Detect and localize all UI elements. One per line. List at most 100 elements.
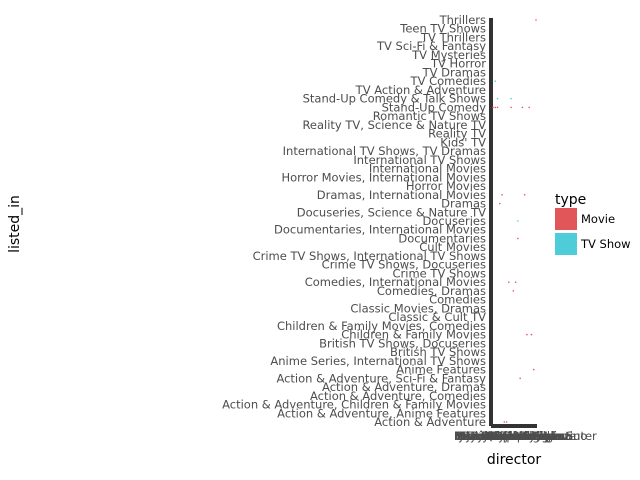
y-tick-label-docuseries-science-nature-tv: Docuseries, Science & Nature TV [297,205,486,219]
y-tick-label-kids-tv: Kids' TV [440,135,486,149]
data-point-movie-16 [496,106,499,109]
y-tick-label-romantic-tv-shows: Romantic TV Shows [373,109,486,123]
y-tick-label-documentaries-international-movies: Documentaries, International Movies [274,223,486,237]
y-tick-label-tv-action-adventure: TV Action & Adventure [355,83,486,97]
y-tick-label-children-family-movies: Children & Family Movies [341,328,486,342]
data-point-movie-14 [532,368,535,371]
y-tick-label-tv-horror: TV Horror [430,57,486,71]
y-tick-label-action-adventure: Action & Adventure [374,415,486,429]
y-tick-label-comedies-international-movies: Comedies, International Movies [305,275,486,289]
y-tick-label-international-tv-shows-tv-dramas: International TV Shows, TV Dramas [283,144,486,158]
y-tick-label-teen-tv-shows: Teen TV Shows [399,22,486,36]
y-tick-label-dramas: Dramas [441,197,486,211]
y-tick-label-tv-thrillers: TV Thrillers [420,30,486,44]
y-tick-label-tv-comedies: TV Comedies [410,74,486,88]
x-tick-label-lance-bangs: Lance Bangs [481,429,554,443]
y-tick-label-classic-cult-tv: Classic & Cult TV [388,310,486,324]
y-tick-label-reality-tv: Reality TV [428,127,486,141]
y-tick-label-crime-tv-shows-docuseries: Crime TV Shows, Docuseries [322,258,486,272]
y-tick-label-british-tv-shows: British TV Shows [390,345,486,359]
x-tick-label-david-dhawan: David Dhawan [467,429,551,443]
legend-label-tv-show: TV Show [580,237,631,251]
legend: type Movie TV Show [555,192,631,255]
data-point-movie-19 [510,106,512,109]
data-point-movie-3 [501,193,503,196]
x-tick-label-jay-chapman: Jay Chapman [458,429,535,443]
x-tick-label-robert-rodriguez: Robert Rodriguez [471,429,570,443]
data-point-movie-1 [494,106,497,109]
legend-title: type [555,192,586,208]
data-point-tv-show-20 [494,80,497,82]
y-axis-title: listed_in [7,195,23,253]
y-tick-label-international-movies: International Movies [369,162,486,176]
y-tick-label-tv-sci-fi-fantasy: TV Sci-Fi & Fantasy [376,39,486,53]
data-point-movie-5 [505,421,508,423]
y-tick-label-anime-features: Anime Features [396,363,486,377]
data-point-tv-show-22 [517,220,519,222]
data-point-movie-12 [519,377,521,380]
y-tick-label-cult-movies: Cult Movies [419,240,486,254]
axes [489,18,537,428]
x-tick-label-hakan-alg-l: Hakan Algül [481,429,550,443]
x-tick-label-martin-scorsese: Martin Scorsese [454,429,546,443]
x-tick-label-steven-spielberg: Steven Spielberg [455,429,553,443]
y-tick-label-action-adventure-dramas: Action & Adventure, Dramas [322,380,486,394]
y-tick-label-stand-up-comedy-talk-shows: Stand-Up Comedy & Talk Shows [303,92,486,106]
y-tick-label-horror-movies-international-movies: Horror Movies, International Movies [281,170,486,184]
data-points [492,19,537,423]
x-tick-label-marcus-raboy: Marcus Raboy [455,429,536,443]
data-point-movie-9 [530,333,533,336]
y-tick-label-action-adventure-comedies: Action & Adventure, Comedies [310,389,486,403]
y-tick-label-action-adventure-children-family-movies: Action & Adventure, Children & Family Mo… [222,398,486,412]
y-tick-label-stand-up-comedy: Stand-Up Comedy [382,100,487,114]
x-tick-label-hidenori-inoue: Hidenori Inoue [492,429,576,443]
y-tick-label-horror-movies: Horror Movies [406,179,486,193]
data-point-tv-show-23 [510,97,512,100]
x-tick-label-shannon-hartman: Shannon Hartman [459,429,564,443]
data-point-movie-7 [512,290,515,292]
y-tick-label-children-family-movies-comedies: Children & Family Movies, Comedies [277,319,486,333]
data-point-tv-show-21 [496,97,499,100]
data-point-movie-13 [523,193,526,196]
y-tick-label-classic-movies-dramas: Classic Movies, Dramas [350,301,486,315]
x-tick-label-ra-l-campos-jan-suter: Raúl Campos, Jan Suter [462,429,597,443]
y-tick-label-international-tv-shows: International TV Shows [353,153,486,167]
y-tick-label-dramas-international-movies: Dramas, International Movies [317,188,486,202]
data-point-movie-18 [514,281,517,283]
x-tick-label-youssef-chahine: Youssef Chahine [454,429,549,443]
y-tick-label-anime-series-international-tv-shows: Anime Series, International TV Shows [270,354,486,368]
x-tick-label-kunle-afolayan: Kunle Afolayan [482,429,567,443]
y-tick-label-crime-tv-shows-international-tv-shows: Crime TV Shows, International TV Shows [253,249,486,263]
x-tick-label-ryan-polito: Ryan Polito [491,429,555,443]
y-tick-label-tv-mysteries: TV Mysteries [411,48,486,62]
legend-swatch-tv-show [555,233,577,255]
y-tick-label-crime-tv-shows: Crime TV Shows [393,266,486,280]
y-tick-label-reality-tv-science-nature-tv: Reality TV, Science & Nature TV [302,118,486,132]
legend-swatch-movie [555,208,577,230]
legend-label-movie: Movie [581,212,615,226]
data-point-movie-10 [528,106,531,109]
data-point-movie-11 [535,19,537,21]
y-tick-label-docuseries: Docuseries [422,214,486,228]
y-tick-label-comedies-dramas: Comedies, Dramas [377,284,486,298]
y-tick-label-action-adventure-sci-fi-fantasy: Action & Adventure, Sci-Fi & Fantasy [276,371,486,385]
y-tick-label-tv-dramas: TV Dramas [422,65,486,79]
x-tick-label-suhas-kadav: Suhas Kadav [494,429,568,443]
x-tick-label-jay-karas: Jay Karas [465,429,519,443]
data-point-movie-17 [521,106,524,109]
data-point-movie-6 [508,281,510,283]
data-point-movie-0 [492,106,494,109]
data-point-movie-2 [498,202,501,205]
x-tick-label-quentin-tarantino: Quentin Tarantino [485,429,588,443]
y-tick-label-documentaries: Documentaries [398,231,486,245]
data-point-movie-8 [526,333,528,336]
data-point-movie-4 [503,421,506,423]
x-tick-label-cathy-garcia-molina: Cathy Garcia-Molina [455,429,571,443]
x-axis-title: director [487,452,542,468]
y-tick-label-british-tv-shows-docuseries: British TV Shows, Docuseries [319,336,486,350]
x-tick-label-rajiv-chilaka: Rajiv Chilaka [490,429,564,443]
data-point-movie-15 [517,237,519,240]
x-tick-label-don-michael-paul: Don Michael Paul [457,429,556,443]
